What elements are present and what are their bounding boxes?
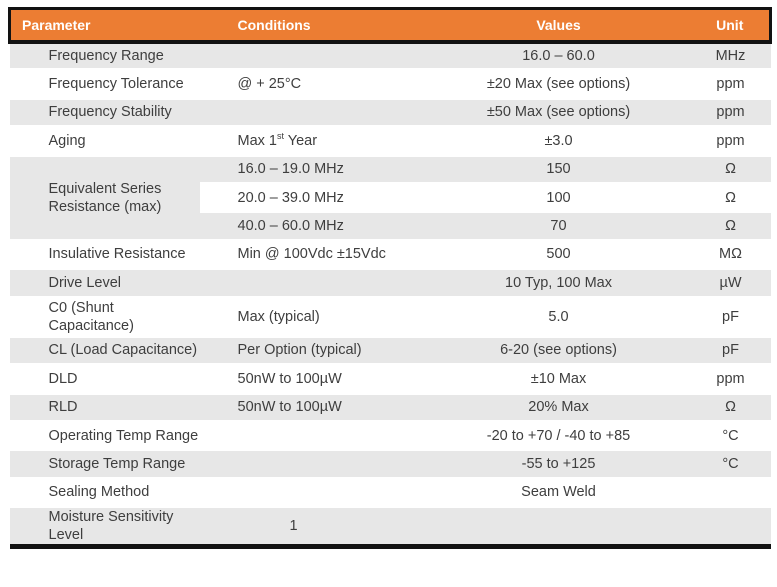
table-row: Drive Level 10 Typ, 100 Max µW xyxy=(9,267,771,298)
conditions-cell xyxy=(199,448,421,479)
values-cell: 5.0 xyxy=(420,295,697,337)
conditions-cell: Per Option (typical) xyxy=(199,334,421,365)
values-cell: 500 xyxy=(420,238,697,269)
values-cell: ±20 Max (see options) xyxy=(420,68,697,99)
parameter-cell: Equivalent Series Resistance (max) xyxy=(9,153,200,241)
table-row: Frequency Stability ±50 Max (see options)… xyxy=(9,96,771,127)
conditions-cell: 50nW to 100µW xyxy=(199,391,421,422)
table-row: 20.0 – 39.0 MHz 100 Ω xyxy=(10,181,771,212)
table-row: C0 (Shunt Capacitance) Max (typical) 5.0 pF xyxy=(9,295,771,337)
column-header-values: Values xyxy=(420,7,697,44)
conditions-cell: Max (typical) xyxy=(199,295,421,337)
values-cell: 20% Max xyxy=(420,391,697,422)
values-cell: 150 xyxy=(420,153,697,184)
parameter-cell: Insulative Resistance xyxy=(9,238,200,269)
parameter-cell: C0 (Shunt Capacitance) xyxy=(9,295,200,337)
conditions-cell: 16.0 – 19.0 MHz xyxy=(199,153,421,184)
unit-cell: ppm xyxy=(696,363,771,394)
unit-cell: ppm xyxy=(696,125,771,156)
column-header-conditions: Conditions xyxy=(199,7,421,44)
parameter-cell: DLD xyxy=(9,363,200,394)
unit-cell: MΩ xyxy=(696,238,771,269)
spec-table: Parameter Conditions Values Unit Frequen… xyxy=(8,7,772,550)
unit-cell: ppm xyxy=(696,68,771,99)
values-cell: ±3.0 xyxy=(420,125,697,156)
values-cell: 10 Typ, 100 Max xyxy=(420,267,697,298)
table-row: Equivalent Series Resistance (max) 16.0 –… xyxy=(9,153,771,241)
unit-cell xyxy=(696,476,771,507)
unit-cell: MHz xyxy=(696,39,771,70)
parameter-cell: Storage Temp Range xyxy=(9,448,200,479)
conditions-cell: Min @ 100Vdc ±15Vdc xyxy=(199,238,421,269)
table-row: Storage Temp Range -55 to +125 °C xyxy=(9,448,771,479)
unit-cell xyxy=(696,505,771,550)
column-header-unit: Unit xyxy=(696,7,772,44)
conditions-cell xyxy=(199,476,421,507)
parameter-cell: Moisture Sensitivity Level xyxy=(9,505,200,550)
table-row: RLD 50nW to 100µW 20% Max Ω xyxy=(9,391,771,422)
unit-cell: ppm xyxy=(696,96,771,127)
conditions-cell: 20.0 – 39.0 MHz xyxy=(199,181,421,212)
spec-table-body: Frequency Range 16.0 – 60.0 MHz Frequency T… xyxy=(9,39,771,550)
table-row: DLD 50nW to 100µW ±10 Max ppm xyxy=(9,363,771,394)
table-row: 40.0 – 60.0 MHz 70 Ω xyxy=(10,210,771,241)
values-cell: -20 to +70 / -40 to +85 xyxy=(420,419,697,450)
values-cell: Seam Weld xyxy=(420,476,697,507)
table-row: Frequency Tolerance @ + 25°C ±20 Max (see … xyxy=(9,68,771,99)
column-header-parameter: Parameter xyxy=(8,7,200,44)
values-cell: 100 xyxy=(420,181,697,212)
conditions-cell: 50nW to 100µW xyxy=(199,363,421,394)
header-row: Parameter Conditions Values Unit xyxy=(8,7,772,44)
values-cell: 70 xyxy=(420,210,697,241)
parameter-cell: Drive Level xyxy=(9,267,200,298)
values-cell: ±50 Max (see options) xyxy=(420,96,697,127)
parameter-cell: RLD xyxy=(9,391,200,422)
values-cell xyxy=(420,505,697,550)
parameter-cell: Frequency Stability xyxy=(9,96,200,127)
conditions-cell xyxy=(199,419,421,450)
parameter-cell: Frequency Tolerance xyxy=(9,68,200,99)
unit-cell: pF xyxy=(696,334,771,365)
parameter-cell: Aging xyxy=(9,125,200,156)
values-cell: 16.0 – 60.0 xyxy=(420,39,697,70)
parameter-cell: Operating Temp Range xyxy=(9,419,200,450)
unit-cell: Ω xyxy=(696,391,771,422)
table-row: Operating Temp Range -20 to +70 / -40 to … xyxy=(9,419,771,450)
values-cell: 6-20 (see options) xyxy=(420,334,697,365)
table-row: Insulative Resistance Min @ 100Vdc ±15Vdc… xyxy=(9,238,771,269)
parameter-cell: Frequency Range xyxy=(9,39,200,70)
unit-cell: °C xyxy=(696,448,771,479)
conditions-cell xyxy=(199,96,421,127)
unit-cell: Ω xyxy=(696,210,771,241)
conditions-cell xyxy=(199,39,421,70)
conditions-cell: Max 1st Year xyxy=(199,125,421,156)
conditions-cell: 40.0 – 60.0 MHz xyxy=(199,210,421,241)
table-row: CL (Load Capacitance) Per Option (typical… xyxy=(9,334,771,365)
conditions-cell: 1 xyxy=(199,505,421,550)
unit-cell: Ω xyxy=(696,153,771,184)
spec-table-header: Parameter Conditions Values Unit xyxy=(8,7,772,44)
table-row: Sealing Method Seam Weld xyxy=(9,476,771,507)
conditions-cell xyxy=(199,267,421,298)
values-cell: -55 to +125 xyxy=(420,448,697,479)
unit-cell: µW xyxy=(696,267,771,298)
unit-cell: °C xyxy=(696,419,771,450)
values-cell: ±10 Max xyxy=(420,363,697,394)
unit-cell: Ω xyxy=(696,181,771,212)
parameter-cell: CL (Load Capacitance) xyxy=(9,334,200,365)
table-row: Aging Max 1st Year ±3.0 ppm xyxy=(9,125,771,156)
table-row: Moisture Sensitivity Level 1 xyxy=(9,505,771,550)
unit-cell: pF xyxy=(696,295,771,337)
parameter-cell: Sealing Method xyxy=(9,476,200,507)
conditions-cell: @ + 25°C xyxy=(199,68,421,99)
table-row: Frequency Range 16.0 – 60.0 MHz xyxy=(9,39,771,70)
spec-table-container: Parameter Conditions Values Unit Frequen… xyxy=(8,7,772,550)
